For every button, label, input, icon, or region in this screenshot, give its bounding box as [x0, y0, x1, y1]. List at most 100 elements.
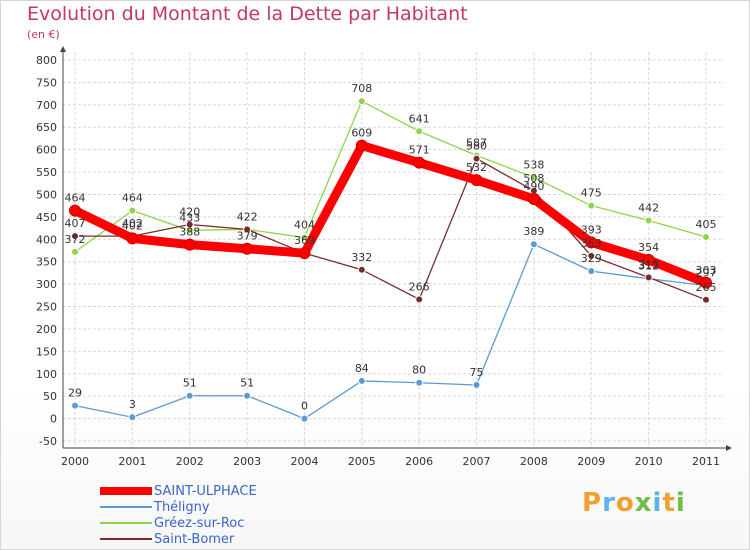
x-tick-label: 2010	[635, 455, 663, 468]
data-label-greez-sur-roc: 464	[122, 192, 143, 205]
data-label-saint-ulphace: 571	[409, 144, 430, 157]
logo-letter: r	[602, 488, 616, 518]
data-label-saint-ulphace: 402	[122, 219, 143, 232]
x-tick-label: 2000	[61, 455, 89, 468]
data-label-saint-bomer: 580	[466, 140, 487, 153]
legend-swatch-saint-ulphace	[100, 487, 152, 495]
data-point-saint-ulphace	[126, 232, 139, 245]
logo-letter: i	[652, 488, 663, 518]
y-tick-label: 600	[36, 144, 57, 157]
data-point-theligny	[185, 391, 194, 400]
legend-label-saint-bomer: Saint-Bomer	[154, 532, 235, 547]
data-label-theligny: 0	[301, 400, 308, 413]
x-tick-label: 2002	[176, 455, 204, 468]
data-label-theligny: 80	[412, 364, 426, 377]
data-label-theligny: 84	[355, 362, 369, 375]
y-tick-label: 750	[36, 76, 57, 89]
data-label-saint-ulphace: 490	[523, 180, 544, 193]
data-label-greez-sur-roc: 372	[65, 233, 86, 246]
data-point-theligny	[587, 267, 596, 276]
data-label-saint-bomer: 420	[179, 206, 200, 219]
data-label-saint-bomer: 313	[638, 258, 659, 271]
data-label-theligny: 29	[68, 387, 82, 400]
chart-title: Evolution du Montant de la Dette par Hab…	[27, 3, 468, 25]
data-point-theligny	[415, 378, 424, 387]
legend-swatch-greez-sur-roc	[100, 522, 152, 524]
data-label-saint-ulphace: 609	[351, 127, 372, 140]
data-point-theligny	[128, 413, 137, 422]
y-tick-label: 500	[36, 188, 57, 201]
data-label-theligny: 75	[470, 366, 484, 379]
data-label-saint-ulphace: 379	[237, 230, 258, 243]
legend-swatch-saint-bomer	[100, 538, 152, 540]
data-label-theligny: 329	[581, 252, 602, 265]
data-label-theligny: 51	[240, 377, 254, 390]
data-point-saint-ulphace	[413, 156, 426, 169]
y-tick-label: 400	[36, 233, 57, 246]
data-point-saint-bomer	[71, 232, 79, 241]
data-point-saint-bomer	[357, 265, 366, 274]
y-tick-label: 550	[36, 166, 57, 179]
data-label-greez-sur-roc: 433	[179, 211, 200, 224]
y-tick-label: 0	[50, 413, 57, 426]
legend-swatch-theligny	[100, 506, 152, 508]
data-label-greez-sur-roc: 442	[638, 201, 659, 214]
data-label-greez-sur-roc: 708	[351, 82, 372, 95]
data-label-saint-ulphace: 369	[294, 234, 315, 247]
data-label-theligny: 51	[183, 377, 197, 390]
data-label-greez-sur-roc: 641	[409, 112, 430, 125]
x-tick-label: 2008	[520, 455, 548, 468]
chart-subtitle: (en €)	[27, 28, 60, 41]
y-tick-label: 100	[36, 368, 57, 381]
x-tick-label: 2001	[118, 455, 146, 468]
data-label-saint-ulphace: 393	[581, 223, 602, 236]
logo-letter: t	[662, 488, 676, 518]
y-tick-label: -50	[39, 435, 57, 448]
data-point-saint-bomer	[587, 251, 596, 260]
data-point-theligny	[529, 240, 538, 249]
data-point-saint-ulphace	[355, 139, 368, 152]
data-label-theligny: 312	[638, 260, 659, 273]
data-point-saint-ulphace	[183, 238, 196, 251]
data-point-saint-bomer	[185, 220, 194, 229]
legend-label-theligny: Théligny	[154, 500, 210, 515]
data-point-theligny	[472, 380, 481, 389]
data-point-saint-ulphace	[470, 174, 483, 187]
data-point-greez-sur-roc	[128, 206, 137, 215]
data-point-greez-sur-roc	[529, 173, 538, 182]
x-tick-label: 2007	[463, 455, 491, 468]
data-point-greez-sur-roc	[587, 201, 596, 210]
data-point-theligny	[300, 414, 309, 423]
data-point-saint-ulphace	[700, 276, 712, 289]
logo-letter: x	[634, 488, 653, 518]
y-tick-label: 450	[36, 211, 57, 224]
data-label-greez-sur-roc: 404	[294, 219, 315, 232]
data-label-saint-bomer: 265	[696, 281, 717, 294]
data-point-saint-ulphace	[527, 192, 540, 205]
data-point-saint-ulphace	[69, 204, 81, 217]
series-line-theligny	[74, 243, 707, 420]
data-point-greez-sur-roc	[644, 216, 653, 225]
proxiti-logo: Proxiti	[582, 488, 686, 518]
data-point-greez-sur-roc	[71, 247, 79, 256]
data-label-greez-sur-roc: 475	[581, 187, 602, 200]
data-point-saint-ulphace	[642, 253, 655, 266]
data-label-saint-ulphace: 532	[466, 161, 487, 174]
data-label-saint-ulphace: 464	[65, 192, 86, 205]
data-point-greez-sur-roc	[357, 97, 366, 106]
y-tick-label: 650	[36, 121, 57, 134]
y-tick-label: 800	[36, 54, 57, 67]
data-label-saint-bomer: 332	[351, 251, 372, 264]
logo-letter: o	[615, 488, 635, 518]
data-point-saint-ulphace	[241, 242, 254, 255]
data-point-greez-sur-roc	[702, 233, 710, 242]
y-tick-label: 250	[36, 301, 57, 314]
x-tick-label: 2003	[233, 455, 261, 468]
series-line-saint-bomer	[74, 157, 707, 301]
data-point-saint-ulphace	[585, 236, 598, 249]
data-label-greez-sur-roc: 422	[237, 210, 258, 223]
y-tick-label: 50	[43, 390, 57, 403]
x-axis-arrow	[726, 445, 732, 451]
data-label-greez-sur-roc: 538	[523, 158, 544, 171]
x-tick-label: 2006	[405, 455, 433, 468]
